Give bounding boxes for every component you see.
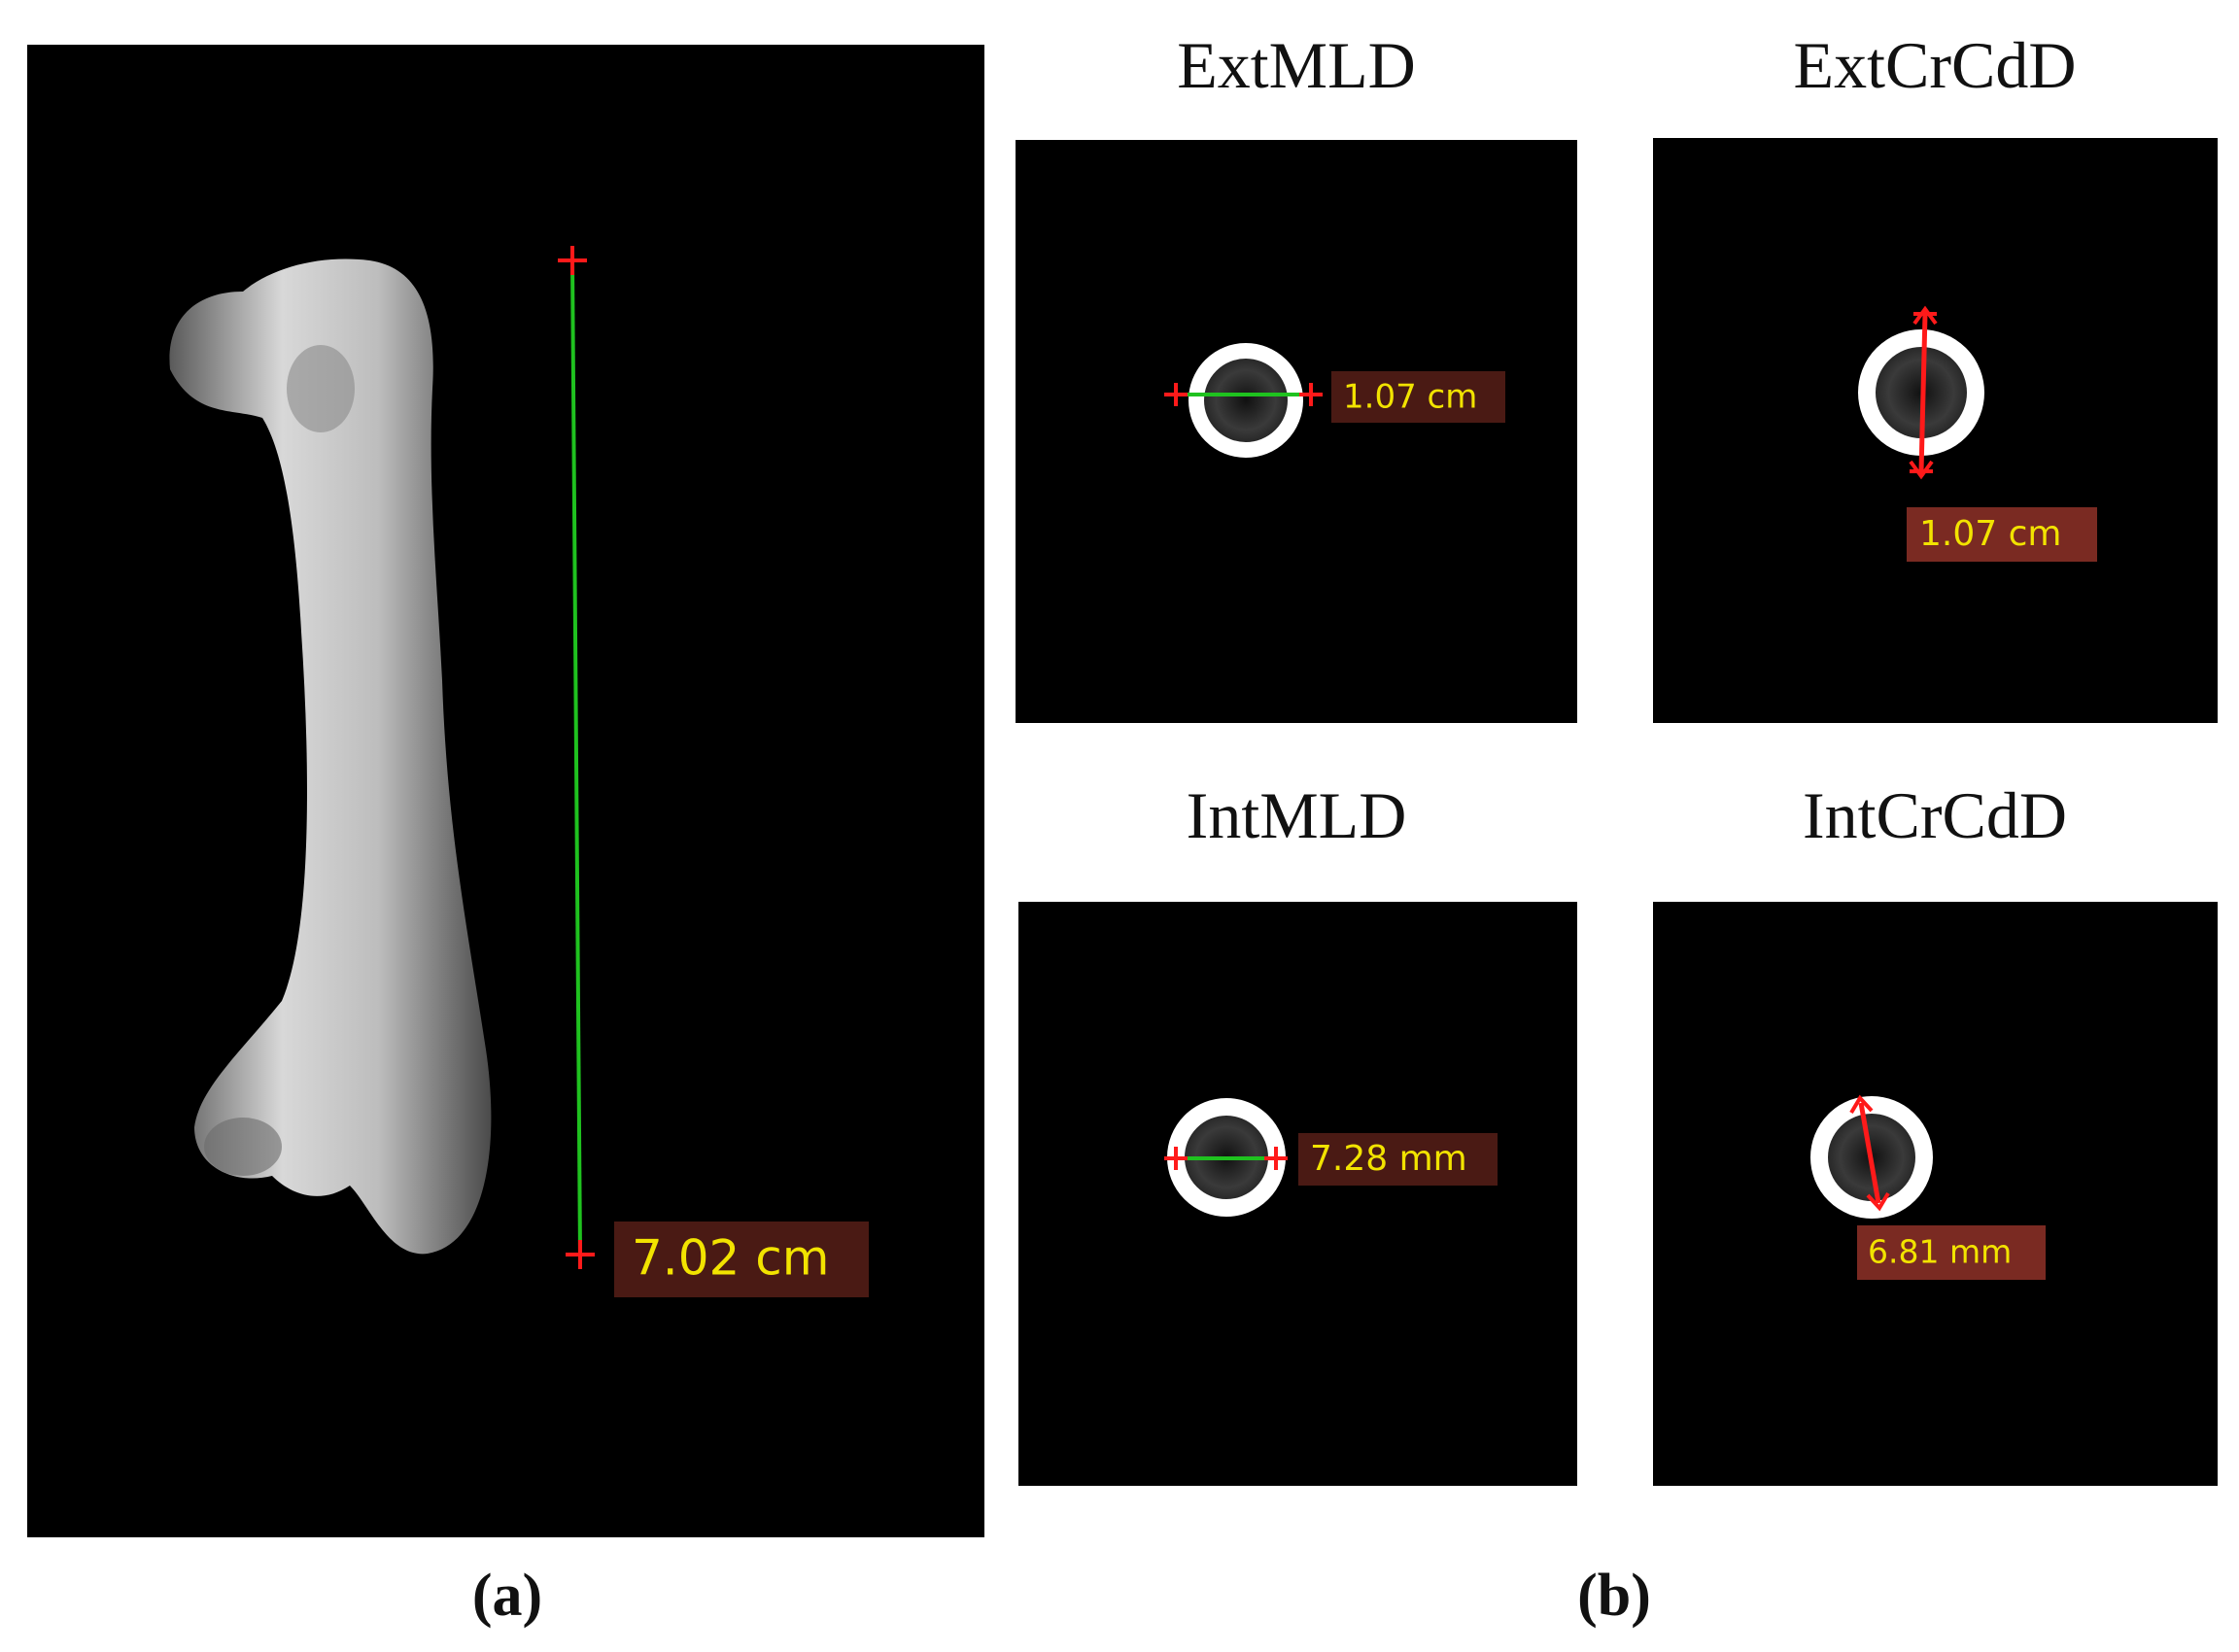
ct-slice xyxy=(1653,902,2218,1486)
panel-a: 7.02 cm (a) xyxy=(27,45,984,1629)
bone-shading xyxy=(204,1118,282,1176)
measure-endpoints xyxy=(1909,305,1938,480)
view-title: ExtCrCdD xyxy=(1794,28,2077,102)
view-title: IntCrCdD xyxy=(1803,778,2067,852)
view-panel: 1.07 cm xyxy=(1016,140,1577,723)
measure-line xyxy=(1918,313,1928,472)
measure-endpoints xyxy=(558,246,595,1269)
measure-label-box xyxy=(1331,371,1505,423)
measure-label-box xyxy=(1298,1133,1498,1186)
measure-label: 1.07 cm xyxy=(1919,514,2061,554)
view-title: IntMLD xyxy=(1187,778,1407,852)
measure-line xyxy=(1858,1102,1881,1204)
measure-label: 6.81 mm xyxy=(1868,1233,2012,1271)
measure-endpoints xyxy=(1164,383,1323,406)
measure-endpoints xyxy=(1849,1094,1890,1212)
ct-image xyxy=(27,45,984,1537)
measure-label-box xyxy=(1857,1225,2046,1280)
measure-endpoints xyxy=(1164,1147,1288,1170)
measure-label: 1.07 cm xyxy=(1343,378,1477,417)
panel-caption: (b) xyxy=(1577,1563,1651,1629)
bone-shading xyxy=(287,345,355,432)
measure-line xyxy=(570,259,582,1256)
ct-slice xyxy=(1016,140,1577,723)
view-panel: 1.07 cm xyxy=(1653,138,2218,723)
measure-label-box xyxy=(614,1222,869,1297)
view-title: ExtMLD xyxy=(1177,28,1416,102)
measure-label-box xyxy=(1907,507,2097,562)
ct-slice xyxy=(1018,902,1577,1486)
measure-label: 7.28 mm xyxy=(1310,1139,1467,1179)
panel-b: ExtMLD ExtCrCdD IntMLD IntCrCdD 1.07 cm … xyxy=(1016,28,2218,1629)
measure-label: 7.02 cm xyxy=(632,1230,829,1287)
view-panel: 7.28 mm xyxy=(1018,902,1577,1486)
bone-render xyxy=(169,258,492,1255)
bone-ring xyxy=(1188,343,1303,458)
panel-caption: (a) xyxy=(472,1563,542,1629)
view-panel: 6.81 mm xyxy=(1653,902,2218,1486)
